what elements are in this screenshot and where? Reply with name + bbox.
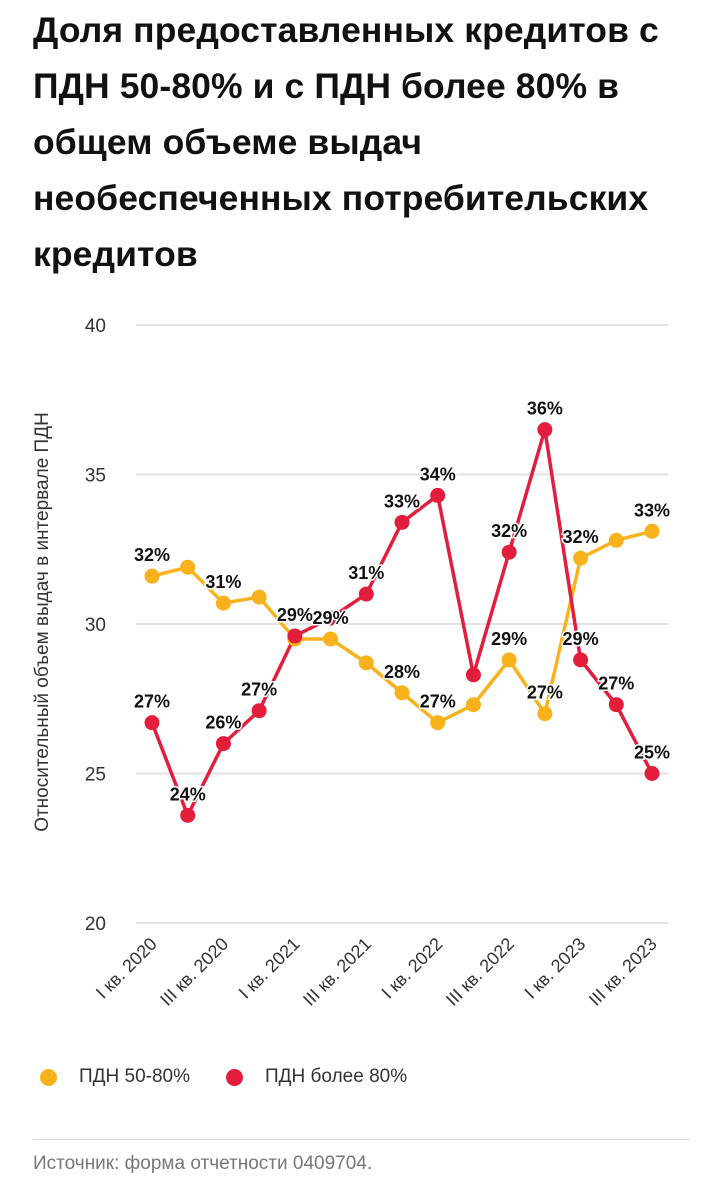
data-label: 32%: [134, 545, 170, 565]
data-point: [180, 807, 196, 823]
data-label: 33%: [384, 491, 420, 511]
data-point: [430, 487, 446, 503]
data-label: 25%: [634, 743, 670, 763]
data-label: 29%: [491, 629, 527, 649]
x-tick-label: III кв. 2020: [156, 934, 232, 1010]
data-label: 34%: [420, 464, 456, 484]
x-tick-label: I кв. 2023: [520, 934, 589, 1003]
y-tick-label: 25: [85, 765, 106, 786]
x-tick-label: III кв. 2023: [585, 934, 661, 1010]
data-point: [537, 422, 553, 438]
data-point: [644, 766, 660, 781]
divider: [33, 1139, 690, 1140]
data-label: 27%: [241, 680, 277, 700]
data-point: [215, 595, 231, 611]
data-label: 32%: [563, 527, 599, 547]
x-tick-label: I кв. 2022: [378, 934, 447, 1003]
data-point: [608, 532, 624, 548]
data-label: 24%: [170, 784, 206, 804]
data-label: 27%: [134, 692, 170, 712]
data-point: [465, 667, 481, 683]
data-point: [465, 697, 481, 713]
data-label: 31%: [348, 563, 384, 583]
data-label: 32%: [491, 521, 527, 541]
data-label: 29%: [277, 605, 313, 625]
data-point: [358, 655, 374, 671]
y-tick-label: 40: [85, 316, 106, 337]
data-label: 33%: [634, 500, 670, 520]
legend-item-pdn-over-80[interactable]: ПДН более 80%: [226, 1066, 407, 1088]
data-label: 27%: [420, 692, 456, 712]
legend-item-pdn-50-80[interactable]: ПДН 50-80%: [40, 1066, 190, 1088]
data-point: [287, 628, 303, 644]
data-point: [537, 706, 553, 722]
data-point: [323, 631, 339, 647]
source-note: Источник: форма отчетности 0409704.: [33, 1153, 373, 1174]
data-label: 31%: [205, 572, 241, 592]
legend-label: ПДН более 80%: [265, 1066, 408, 1087]
data-point: [180, 559, 196, 575]
y-tick-label: 20: [85, 914, 106, 935]
data-point: [394, 685, 410, 701]
data-point: [144, 568, 160, 584]
data-label: 29%: [313, 608, 349, 628]
data-point: [251, 703, 267, 719]
data-point: [358, 586, 374, 602]
data-label: 27%: [598, 674, 634, 694]
data-point: [501, 652, 517, 668]
x-tick-label: III кв. 2022: [442, 934, 518, 1010]
data-label: 29%: [563, 629, 599, 649]
data-point: [644, 523, 660, 539]
legend: ПДН 50-80% ПДН более 80%: [40, 1066, 443, 1088]
x-tick-label: I кв. 2021: [235, 934, 304, 1003]
data-label: 28%: [384, 662, 420, 682]
x-tick-label: I кв. 2020: [92, 934, 161, 1003]
chart-title: Доля предоставленных кредитов с ПДН 50-8…: [33, 10, 659, 274]
data-point: [501, 544, 517, 560]
y-axis-label: Относительный объем выдач в интервале ПД…: [32, 412, 53, 832]
y-tick-label: 30: [85, 615, 106, 636]
series-line-pdn-over-80: [150, 427, 654, 818]
data-label: 26%: [205, 713, 241, 733]
legend-label: ПДН 50-80%: [79, 1066, 191, 1087]
data-label: 27%: [527, 683, 563, 703]
data-point: [608, 697, 624, 713]
data-point: [430, 715, 446, 731]
data-point: [573, 652, 589, 668]
data-point: [144, 715, 160, 731]
y-tick-label: 35: [85, 466, 106, 487]
data-point: [573, 550, 589, 566]
data-point: [323, 610, 339, 626]
data-point: [215, 736, 231, 752]
data-label: 36%: [527, 399, 563, 419]
data-point: [394, 514, 410, 530]
line-chart: 20 25 30 35 40 Относительный объем выдач в и…: [32, 316, 672, 1010]
legend-marker-yellow: [40, 1068, 57, 1086]
x-tick-label: III кв. 2021: [299, 934, 375, 1010]
data-point: [251, 589, 267, 605]
legend-marker-red: [226, 1068, 244, 1086]
